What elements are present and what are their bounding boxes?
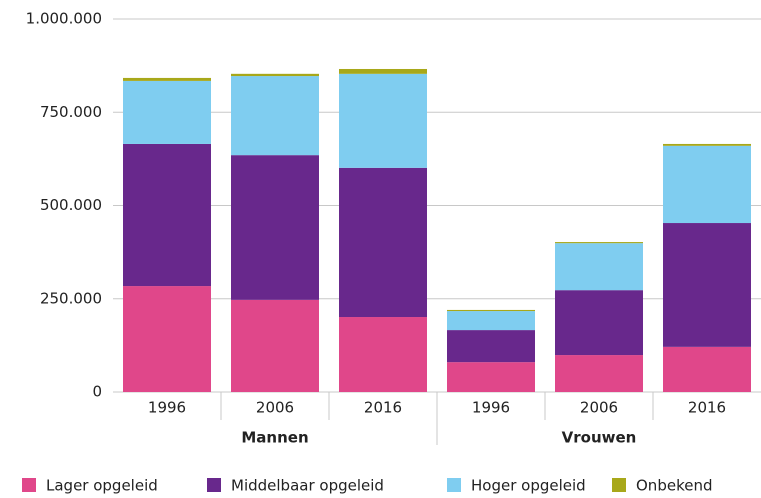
legend-swatch bbox=[447, 478, 461, 492]
bar-segment bbox=[123, 143, 211, 287]
bar-segment bbox=[663, 143, 751, 146]
legend-label: Middelbaar opgeleid bbox=[231, 477, 384, 495]
bar-segment bbox=[231, 299, 319, 392]
bar-segment bbox=[555, 242, 643, 244]
bar-segment bbox=[339, 167, 427, 318]
bar-segment bbox=[447, 309, 535, 312]
x-tick-label: 2016 bbox=[688, 399, 726, 417]
bar-segment bbox=[555, 243, 643, 291]
y-tick-label: 1.000.000 bbox=[26, 10, 102, 28]
bar-segment bbox=[555, 290, 643, 356]
bar-segment bbox=[555, 355, 643, 392]
group-label: Mannen bbox=[241, 429, 308, 447]
group-label: Vrouwen bbox=[562, 429, 637, 447]
y-tick-label: 250.000 bbox=[40, 289, 102, 307]
bar-segment bbox=[339, 317, 427, 392]
bar-segment bbox=[447, 362, 535, 392]
bar-segment bbox=[447, 330, 535, 363]
x-tick-label: 2006 bbox=[580, 399, 618, 417]
bar-segment bbox=[663, 223, 751, 347]
legend-label: Lager opgeleid bbox=[46, 477, 158, 495]
bar-segment bbox=[231, 155, 319, 300]
legend-swatch bbox=[22, 478, 36, 492]
bar-segment bbox=[339, 73, 427, 168]
x-tick-label: 2016 bbox=[364, 399, 402, 417]
legend-label: Onbekend bbox=[636, 477, 712, 495]
legend-label: Hoger opgeleid bbox=[471, 477, 586, 495]
bar-segment bbox=[447, 311, 535, 331]
bar-segment bbox=[123, 286, 211, 392]
y-tick-label: 750.000 bbox=[40, 103, 102, 121]
bar-segment bbox=[339, 68, 427, 74]
legend-swatch bbox=[207, 478, 221, 492]
bar-segment bbox=[663, 346, 751, 392]
x-tick-label: 2006 bbox=[256, 399, 294, 417]
bar-segment bbox=[123, 80, 211, 144]
y-tick-label: 0 bbox=[92, 383, 102, 401]
y-tick-label: 500.000 bbox=[40, 196, 102, 214]
x-tick-label: 1996 bbox=[148, 399, 186, 417]
bar-segment bbox=[123, 77, 211, 81]
x-tick-label: 1996 bbox=[472, 399, 510, 417]
bar-segment bbox=[231, 76, 319, 156]
bar-segment bbox=[231, 73, 319, 77]
legend-swatch bbox=[612, 478, 626, 492]
bar-segment bbox=[663, 145, 751, 224]
